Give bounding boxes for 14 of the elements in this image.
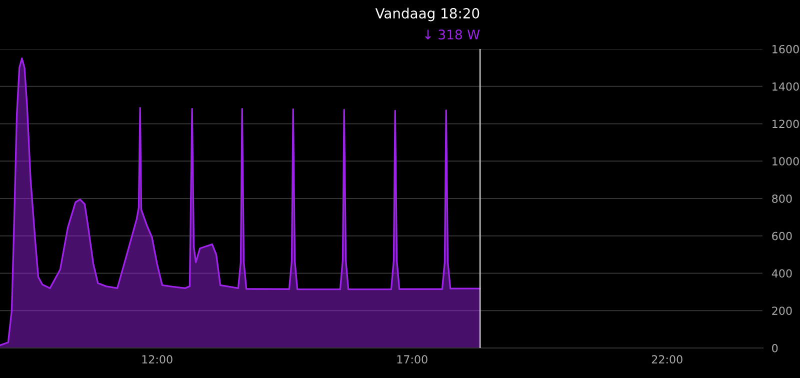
y-tick-label: 600 <box>772 232 792 240</box>
y-tick-label: 1600 <box>772 44 799 54</box>
x-tick-label: 17:00 <box>397 355 428 364</box>
x-tick-label: 12:00 <box>142 355 172 364</box>
y-tick-label: 0 <box>772 344 778 352</box>
text: ↓ 318 W <box>425 30 480 40</box>
ref-line-label: Vandaag 18:20 <box>375 8 480 22</box>
y-tick-label: 200 <box>772 306 792 316</box>
y-tick-label: 400 <box>772 269 792 278</box>
y-tick-label: 1000 <box>772 157 799 166</box>
x-tick-label: 22:00 <box>652 355 682 364</box>
y-tick-label: 800 <box>772 194 792 203</box>
y-tick-label: 1200 <box>772 120 799 128</box>
y-tick-label: 1400 <box>772 82 799 91</box>
